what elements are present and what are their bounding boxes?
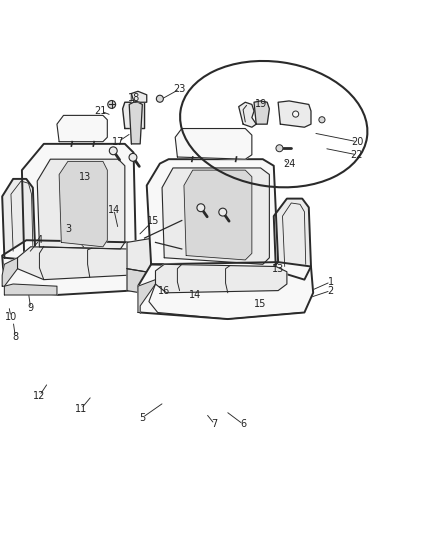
Polygon shape [18, 247, 136, 280]
Text: 22: 22 [351, 150, 363, 160]
Text: 18: 18 [127, 93, 140, 103]
Polygon shape [131, 91, 147, 102]
Circle shape [197, 204, 205, 212]
Polygon shape [127, 236, 188, 275]
Text: 8: 8 [12, 332, 18, 342]
Polygon shape [254, 101, 269, 124]
Polygon shape [2, 258, 18, 286]
Circle shape [108, 101, 116, 108]
Text: 19: 19 [254, 100, 267, 109]
Polygon shape [57, 115, 107, 142]
Polygon shape [155, 264, 287, 293]
Text: 15: 15 [254, 298, 267, 309]
Text: 5: 5 [139, 413, 145, 423]
Polygon shape [138, 262, 313, 319]
Text: 14: 14 [108, 205, 120, 215]
Polygon shape [123, 102, 145, 128]
Polygon shape [147, 159, 278, 269]
Text: 15: 15 [147, 215, 159, 225]
Polygon shape [37, 159, 125, 249]
Circle shape [156, 95, 163, 102]
Text: 7: 7 [212, 419, 218, 429]
Text: 13: 13 [272, 264, 284, 273]
Polygon shape [274, 199, 311, 280]
Text: 1: 1 [328, 277, 334, 287]
Polygon shape [129, 102, 142, 144]
Polygon shape [175, 128, 252, 159]
Polygon shape [138, 280, 155, 312]
Polygon shape [162, 168, 269, 264]
Polygon shape [184, 170, 252, 260]
Text: 14: 14 [189, 290, 201, 300]
Text: 12: 12 [33, 391, 46, 401]
Polygon shape [2, 179, 35, 260]
Circle shape [219, 208, 227, 216]
Text: 2: 2 [328, 286, 334, 296]
Text: 9: 9 [28, 303, 34, 313]
Text: 20: 20 [351, 136, 363, 147]
Polygon shape [127, 269, 188, 297]
Text: 17: 17 [112, 136, 124, 147]
Text: 4: 4 [36, 235, 42, 245]
Text: 16: 16 [158, 286, 170, 296]
Circle shape [319, 117, 325, 123]
Circle shape [110, 147, 117, 155]
Text: 10: 10 [5, 312, 17, 322]
Circle shape [293, 111, 299, 117]
Polygon shape [2, 240, 145, 295]
Text: 11: 11 [75, 404, 87, 414]
Text: 6: 6 [240, 419, 246, 429]
Text: 24: 24 [283, 159, 295, 168]
Polygon shape [4, 284, 57, 295]
Circle shape [129, 154, 137, 161]
Text: 21: 21 [95, 106, 107, 116]
Text: 3: 3 [65, 224, 71, 235]
Text: 23: 23 [173, 84, 186, 94]
Polygon shape [22, 144, 136, 255]
Polygon shape [59, 161, 107, 247]
Text: 13: 13 [79, 172, 92, 182]
Polygon shape [239, 102, 256, 127]
Circle shape [276, 145, 283, 152]
Polygon shape [278, 101, 311, 127]
